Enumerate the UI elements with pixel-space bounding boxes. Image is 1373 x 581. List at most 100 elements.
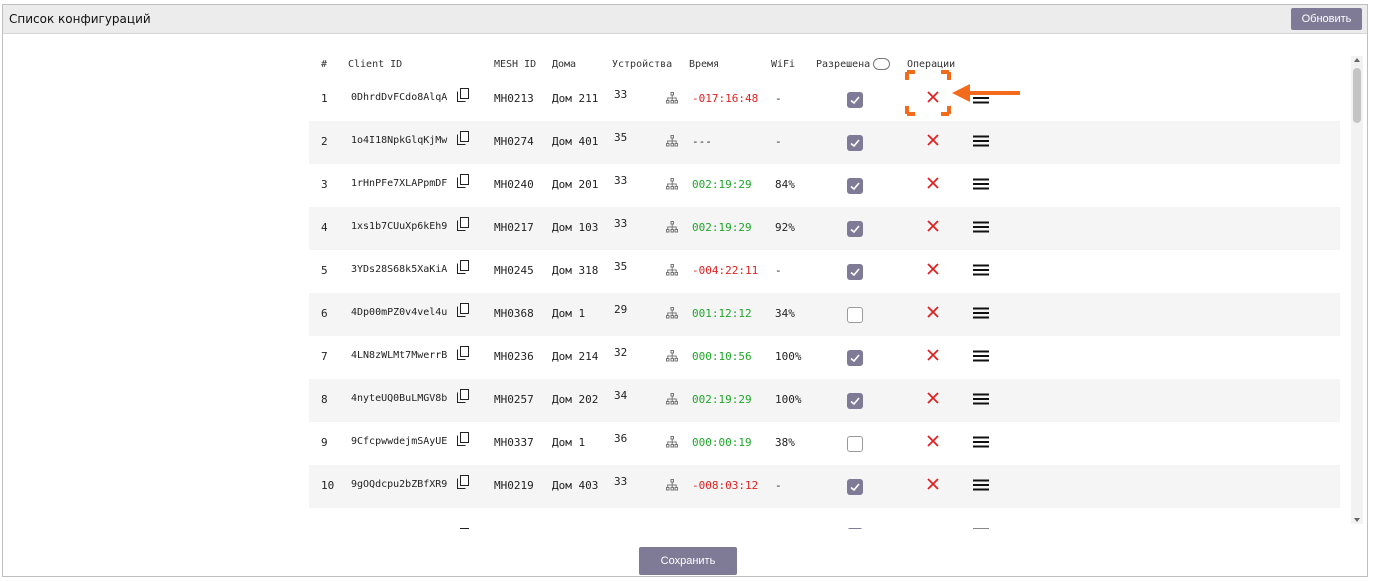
wifi-level: 84% <box>775 178 795 191</box>
hamburger-menu-icon[interactable] <box>973 221 989 233</box>
allowed-checkbox[interactable] <box>847 307 863 323</box>
close-icon[interactable] <box>926 219 940 233</box>
device-count: 35 <box>614 260 628 273</box>
allowed-checkbox[interactable] <box>847 135 863 151</box>
close-icon[interactable] <box>926 391 940 405</box>
column-header-mesh-id: MESH ID <box>494 59 537 70</box>
allowed-checkbox[interactable] <box>847 221 863 237</box>
pointer-arrow-icon <box>952 84 1020 102</box>
wifi-level: 34% <box>775 307 795 320</box>
row-number: 6 <box>321 307 328 320</box>
close-icon[interactable] <box>926 477 940 491</box>
allowed-checkbox[interactable] <box>847 264 863 280</box>
client-id: 0DhrdDvFCdo8AlqA <box>351 92 448 103</box>
column-header-wifi: WiFi <box>771 59 796 70</box>
mesh-id: MH0274 <box>494 135 534 148</box>
network-icon[interactable] <box>666 92 678 104</box>
copy-icon[interactable] <box>457 260 469 274</box>
column-header-homes: Дома <box>552 59 577 70</box>
network-icon[interactable] <box>666 350 678 362</box>
network-icon[interactable] <box>666 178 678 190</box>
copy-icon[interactable] <box>457 88 469 102</box>
allowed-checkbox[interactable] <box>847 479 863 495</box>
mesh-id: MH0236 <box>494 350 534 363</box>
row-number: 4 <box>321 221 328 234</box>
copy-icon[interactable] <box>457 174 469 188</box>
hamburger-menu-icon[interactable] <box>973 393 989 405</box>
close-icon[interactable] <box>926 176 940 190</box>
table-row: 6 4Dp00mPZ0v4vel4u MH0368 Дом 1 29 001:12:12 3… <box>309 293 1340 336</box>
scroll-thumb[interactable] <box>1353 68 1361 123</box>
network-icon[interactable] <box>666 135 678 147</box>
copy-icon[interactable] <box>457 131 469 145</box>
mesh-id: MH0245 <box>494 264 534 277</box>
copy-icon[interactable] <box>457 389 469 403</box>
session-time: 002:19:29 <box>692 393 752 406</box>
session-time: -017:16:48 <box>692 92 759 105</box>
copy-icon[interactable] <box>457 432 469 446</box>
checkmark-icon <box>850 354 860 363</box>
allowed-checkbox[interactable] <box>847 92 863 108</box>
title-bar: Список конфигураций Обновить <box>3 5 1367 34</box>
column-header-devices: Устройства <box>612 59 673 70</box>
column-header-client-id: Client ID <box>348 59 403 70</box>
hamburger-menu-icon[interactable] <box>973 307 989 319</box>
save-button[interactable]: Сохранить <box>639 547 737 575</box>
table-row: 10 9gOQdcpu2bZBfXR9 MH0219 Дом 403 33 -008:03… <box>309 465 1340 508</box>
hamburger-menu-icon[interactable] <box>973 528 989 529</box>
close-icon[interactable] <box>926 528 940 529</box>
close-icon[interactable] <box>926 262 940 276</box>
close-icon[interactable] <box>926 133 940 147</box>
wifi-level: - <box>775 264 782 277</box>
allowed-checkbox[interactable] <box>847 178 863 194</box>
mesh-id: MH0219 <box>494 479 534 492</box>
vertical-scrollbar[interactable] <box>1351 56 1363 524</box>
table-scroll-area[interactable]: # Client ID MESH ID Дома Устройства Врем… <box>3 34 1367 529</box>
copy-icon[interactable] <box>457 217 469 231</box>
scroll-up-arrow-icon[interactable] <box>1354 58 1360 62</box>
row-number: 7 <box>321 350 328 363</box>
row-number: 8 <box>321 393 328 406</box>
close-icon[interactable] <box>926 90 940 104</box>
network-icon[interactable] <box>666 393 678 405</box>
refresh-button[interactable]: Обновить <box>1291 8 1362 30</box>
wifi-level: - <box>775 479 782 492</box>
allowed-checkbox[interactable] <box>847 393 863 409</box>
session-time: 001:12:12 <box>692 307 752 320</box>
network-icon[interactable] <box>666 436 678 448</box>
device-count: 29 <box>614 303 628 316</box>
row-number: 10 <box>321 479 335 492</box>
hamburger-menu-icon[interactable] <box>973 135 989 147</box>
client-id: 4LN8zWLMt7MwerrB <box>351 350 448 361</box>
table-row: 4 1xs1b7CUuXp6kEh9 MH0217 Дом 103 33 002:19:2… <box>309 207 1340 250</box>
allowed-checkbox[interactable] <box>847 528 863 529</box>
hamburger-menu-icon[interactable] <box>973 479 989 491</box>
allowed-checkbox[interactable] <box>847 350 863 366</box>
copy-icon[interactable] <box>457 528 469 529</box>
hamburger-menu-icon[interactable] <box>973 350 989 362</box>
allowed-toggle-all[interactable] <box>873 58 890 70</box>
row-number: 5 <box>321 264 328 277</box>
network-icon[interactable] <box>666 264 678 276</box>
client-id: 1xs1b7CUuXp6kEh9 <box>351 221 448 232</box>
network-icon[interactable] <box>666 307 678 319</box>
checkmark-icon <box>850 96 860 105</box>
close-icon[interactable] <box>926 305 940 319</box>
scroll-down-arrow-icon[interactable] <box>1354 518 1360 522</box>
checkmark-icon <box>850 268 860 277</box>
close-icon[interactable] <box>926 348 940 362</box>
home-name: Дом 201 <box>552 178 599 191</box>
hamburger-menu-icon[interactable] <box>973 436 989 448</box>
hamburger-menu-icon[interactable] <box>973 178 989 190</box>
copy-icon[interactable] <box>457 303 469 317</box>
allowed-checkbox[interactable] <box>847 436 863 452</box>
network-icon[interactable] <box>666 479 678 491</box>
copy-icon[interactable] <box>457 346 469 360</box>
close-icon[interactable] <box>926 434 940 448</box>
copy-icon[interactable] <box>457 475 469 489</box>
checkmark-icon <box>850 225 860 234</box>
hamburger-menu-icon[interactable] <box>973 264 989 276</box>
table-row: 5 3YDs28S68k5XaKiA MH0245 Дом 318 35 -004:22:… <box>309 250 1340 293</box>
network-icon[interactable] <box>666 221 678 233</box>
client-id: 1rHnPFe7XLAPpmDF <box>351 178 448 189</box>
